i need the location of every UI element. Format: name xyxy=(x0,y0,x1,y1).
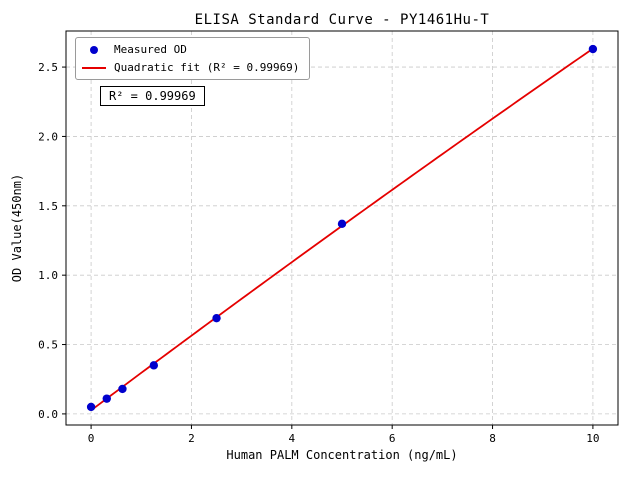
x-tick-label: 2 xyxy=(188,432,195,445)
y-axis-label: OD Value(450nm) xyxy=(10,173,24,283)
legend: Measured OD Quadratic fit (R² = 0.99969) xyxy=(75,37,311,80)
y-tick-label: 2.5 xyxy=(38,61,58,74)
legend-entry-measured-od: Measured OD xyxy=(82,43,299,56)
data-point xyxy=(149,361,159,370)
chart-title: ELISA Standard Curve - PY1461Hu-T xyxy=(194,12,490,28)
quadratic-fit-line-icon xyxy=(82,66,106,69)
measured-od-marker-icon xyxy=(90,45,98,54)
x-tick-label: 10 xyxy=(586,432,599,445)
legend-label-measured-od: Measured OD xyxy=(114,43,187,56)
y-tick-label: 1.0 xyxy=(38,269,58,282)
data-point xyxy=(337,219,347,229)
x-tick-label: 4 xyxy=(289,432,296,445)
x-tick-label: 8 xyxy=(489,432,496,445)
r-squared-annotation: R² = 0.99969 xyxy=(100,86,205,106)
y-tick-label: 1.5 xyxy=(38,200,58,213)
legend-entry-quadratic-fit: Quadratic fit (R² = 0.99969) xyxy=(82,61,299,74)
x-tick-label: 0 xyxy=(88,432,95,445)
y-tick-label: 0.5 xyxy=(38,339,58,352)
y-tick-label: 2.0 xyxy=(38,130,58,143)
data-point xyxy=(86,402,96,412)
y-tick-label: 0.0 xyxy=(38,408,58,421)
axis-frame xyxy=(65,30,619,426)
legend-label-quadratic-fit: Quadratic fit (R² = 0.99969) xyxy=(114,61,300,74)
data-point xyxy=(118,384,127,394)
data-point xyxy=(588,44,598,54)
data-point xyxy=(212,313,221,323)
x-axis-label: Human PALM Concentration (ng/mL) xyxy=(226,448,458,462)
x-tick-label: 6 xyxy=(389,432,396,445)
data-point xyxy=(102,394,111,403)
